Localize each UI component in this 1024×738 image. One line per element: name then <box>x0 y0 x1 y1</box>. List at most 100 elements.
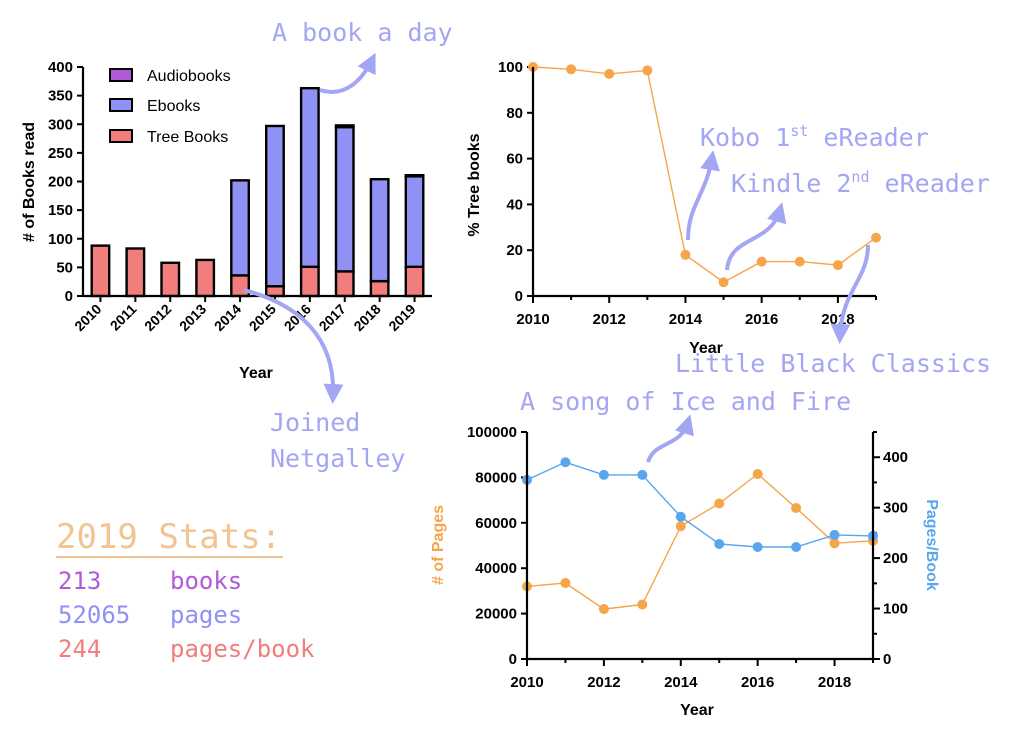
point-pages-per-book-2014 <box>675 511 686 522</box>
tree-percent-line <box>532 66 877 284</box>
legend-label-audiobooks: Audiobooks <box>147 68 231 85</box>
y-tick-label-200: 200 <box>48 174 73 191</box>
x-tick-label-2010: 2010 <box>516 311 549 328</box>
right-y-tick-label-0: 0 <box>883 651 891 668</box>
bar-ebooks-2016 <box>299 86 320 269</box>
point-pages-per-book-2016 <box>752 542 763 553</box>
y-tick-label-400: 400 <box>48 59 73 76</box>
point-tree-percent-2018 <box>832 260 843 271</box>
right-y-tick-label-200: 200 <box>883 550 908 567</box>
annotation-joined-line2: Netgalley <box>270 444 405 473</box>
stats-title: 2019 Stats: <box>56 517 284 558</box>
y-tick-label-60: 60 <box>506 151 523 168</box>
left-y-tick-label-100000: 100000 <box>467 424 517 441</box>
bar-ebooks-2019 <box>404 175 425 269</box>
y-tick-label-80: 80 <box>506 105 523 122</box>
legend-swatch-audiobooks <box>109 68 133 82</box>
point-tree-percent-2011 <box>566 64 577 75</box>
pages-chart-right-label: Pages/Book <box>923 499 940 591</box>
right-y-tick-label-100: 100 <box>883 601 908 618</box>
pages-line <box>526 473 874 610</box>
point-pages-per-book-2012 <box>598 469 609 480</box>
x-tick-label-2016: 2016 <box>745 311 778 328</box>
x-tick-label-2015: 2015 <box>246 301 279 334</box>
point-tree-percent-2012 <box>604 68 615 79</box>
legend-label-tree-books: Tree Books <box>147 129 228 146</box>
arrow-kindle-icon <box>725 202 787 271</box>
annotation-kindle: Kindle 2nd eReader <box>731 168 990 198</box>
point-pages-2013 <box>637 599 648 610</box>
annotations: A book a day Joined Netgalley Kobo 1st e… <box>243 18 991 473</box>
x-tick-label-2018: 2018 <box>350 301 383 334</box>
y-tick-label-50: 50 <box>56 259 73 276</box>
point-tree-percent-2015 <box>718 277 729 288</box>
bar-ebooks-2017 <box>334 125 355 273</box>
stat-row-books: 213 books <box>56 564 356 598</box>
arrow-song-of-ice-and-fire-icon <box>646 414 695 463</box>
left-y-tick-label-20000: 20000 <box>475 606 517 623</box>
x-tick-label-2010: 2010 <box>71 301 104 334</box>
point-pages-per-book-2013 <box>637 469 648 480</box>
annotation-book-a-day: A book a day <box>272 18 453 47</box>
y-tick-label-250: 250 <box>48 145 73 162</box>
left-y-tick-label-0: 0 <box>509 651 517 668</box>
point-tree-percent-2017 <box>794 256 805 267</box>
y-tick-label-100: 100 <box>498 59 523 76</box>
point-tree-percent-2014 <box>680 249 691 260</box>
y-tick-label-300: 300 <box>48 116 73 133</box>
pages-chart-x-label: Year <box>680 702 714 719</box>
x-tick-label-2018: 2018 <box>821 311 854 328</box>
x-tick-label-2016: 2016 <box>741 674 774 691</box>
stat-label-books: books <box>170 567 243 595</box>
point-pages-2012 <box>598 604 609 615</box>
bar-audiobooks-2019 <box>404 174 425 178</box>
left-y-tick-label-60000: 60000 <box>475 515 517 532</box>
stat-row-pages: 52065 pages <box>56 598 356 632</box>
stats-panel: 2019 Stats: 213 books 52065 pages 244 pa… <box>56 518 356 666</box>
point-tree-percent-2016 <box>756 256 767 267</box>
bar-chart-legend: Audiobooks Ebooks Tree Books <box>109 68 231 146</box>
y-tick-label-350: 350 <box>48 88 73 105</box>
stat-row-pages-per-book: 244 pages/book <box>56 632 356 666</box>
x-tick-label-2012: 2012 <box>593 311 626 328</box>
arrow-kobo-icon <box>686 150 720 241</box>
point-pages-2015 <box>714 498 725 509</box>
point-pages-2017 <box>791 503 802 514</box>
y-tick-label-0: 0 <box>65 288 73 305</box>
bar-ebooks-2014 <box>230 179 251 277</box>
x-tick-label-2014: 2014 <box>211 301 244 334</box>
annotation-joined-line1: Joined <box>270 408 360 437</box>
y-tick-label-40: 40 <box>506 196 523 213</box>
x-tick-label-2014: 2014 <box>669 311 703 328</box>
percent-chart-y-label: % Tree books <box>466 133 483 236</box>
x-tick-label-2017: 2017 <box>316 301 349 334</box>
percent-chart-x-label: Year <box>689 340 723 357</box>
point-pages-per-book-2011 <box>560 457 571 468</box>
bar-chart-y-label: # of Books read <box>21 122 38 242</box>
bar-tree-books-2015 <box>265 285 285 298</box>
point-tree-percent-2013 <box>642 65 653 76</box>
pages-chart-left-label: # of Pages <box>430 505 447 585</box>
x-tick-label-2010: 2010 <box>510 674 543 691</box>
stat-label-pages-per-book: pages/book <box>170 635 315 663</box>
arrow-book-a-day-icon <box>319 52 376 94</box>
bar-tree-books-2013 <box>195 258 216 298</box>
bar-tree-books-2016 <box>299 265 320 298</box>
x-tick-label-2011: 2011 <box>107 301 140 334</box>
bar-chart-x-label: Year <box>239 365 273 382</box>
legend-swatch-ebooks <box>109 98 133 112</box>
y-tick-label-0: 0 <box>515 288 523 305</box>
x-tick-label-2013: 2013 <box>176 301 209 334</box>
tree-books-percent-chart: 0 20 40 60 80 100 2010 2012 2014 2016 2018 Year %… <box>466 59 881 357</box>
point-pages-2014 <box>675 521 686 532</box>
bar-tree-books-2010 <box>90 244 111 298</box>
annotation-little-black-classics: Little Black Classics <box>675 349 991 378</box>
bar-tree-books-2014 <box>230 274 251 298</box>
annotation-song-of-ice-and-fire: A song of Ice and Fire <box>520 387 851 416</box>
bar-ebooks-2018 <box>369 178 390 283</box>
y-tick-label-100: 100 <box>48 231 73 248</box>
point-pages-2016 <box>752 468 763 479</box>
y-tick-label-20: 20 <box>506 242 523 259</box>
annotation-kobo: Kobo 1st eReader <box>700 122 929 152</box>
